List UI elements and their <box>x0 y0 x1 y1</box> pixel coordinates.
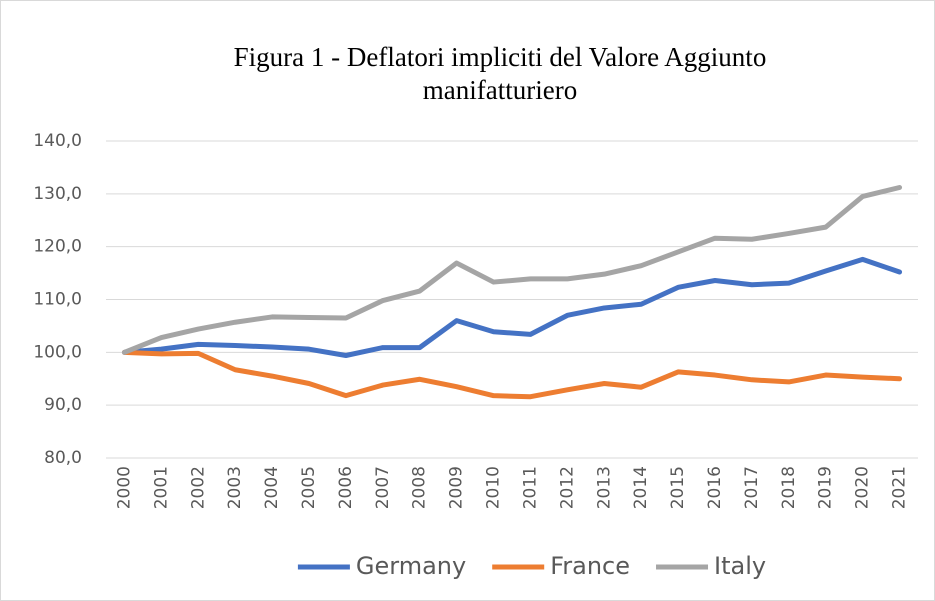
y-tick-label: 90,0 <box>44 395 82 415</box>
y-tick-label: 110,0 <box>33 290 82 310</box>
series-line <box>121 184 903 355</box>
x-tick-label: 2015 <box>668 466 688 509</box>
x-tick-label: 2017 <box>742 466 762 509</box>
x-tick-label: 2000 <box>114 466 134 509</box>
x-tick-label: 2014 <box>631 466 651 509</box>
legend-label: France <box>550 552 630 580</box>
legend-label: Italy <box>714 552 766 580</box>
x-tick-label: 2009 <box>447 466 467 509</box>
x-tick-label: 2011 <box>520 466 540 509</box>
x-tick-label: 2020 <box>853 466 873 509</box>
y-tick-label: 130,0 <box>33 184 82 204</box>
x-tick-label: 2005 <box>299 466 319 509</box>
x-tick-label: 2007 <box>373 466 393 509</box>
x-tick-label: 2006 <box>336 466 356 509</box>
x-tick-label: 2018 <box>779 466 799 509</box>
legend-item: France <box>492 552 630 580</box>
y-tick-label: 140,0 <box>33 131 82 151</box>
x-tick-label: 2003 <box>225 466 245 509</box>
legend-item: Italy <box>656 552 766 580</box>
x-tick-label: 2019 <box>816 466 836 509</box>
legend: Germany France Italy <box>297 552 766 580</box>
x-tick-label: 2004 <box>262 466 282 509</box>
y-tick-label: 120,0 <box>33 237 82 257</box>
x-tick-label: 2008 <box>410 466 430 509</box>
x-tick-label: 2016 <box>705 466 725 509</box>
series-line <box>121 256 903 359</box>
y-tick-label: 80,0 <box>44 448 82 468</box>
chart-title: Figura 1 - Deflatori impliciti del Valor… <box>233 42 767 105</box>
y-tick-label: 100,0 <box>33 342 82 362</box>
x-tick-label: 2021 <box>890 466 910 509</box>
x-tick-label: 2013 <box>594 466 614 509</box>
x-tick-label: 2010 <box>484 466 504 509</box>
x-tick-label: 2002 <box>188 466 208 509</box>
x-tick-label: 2001 <box>151 466 171 509</box>
legend-item: Germany <box>297 552 466 580</box>
x-tick-label: 2012 <box>557 466 577 509</box>
legend-label: Germany <box>356 552 466 580</box>
series-line <box>121 349 903 400</box>
